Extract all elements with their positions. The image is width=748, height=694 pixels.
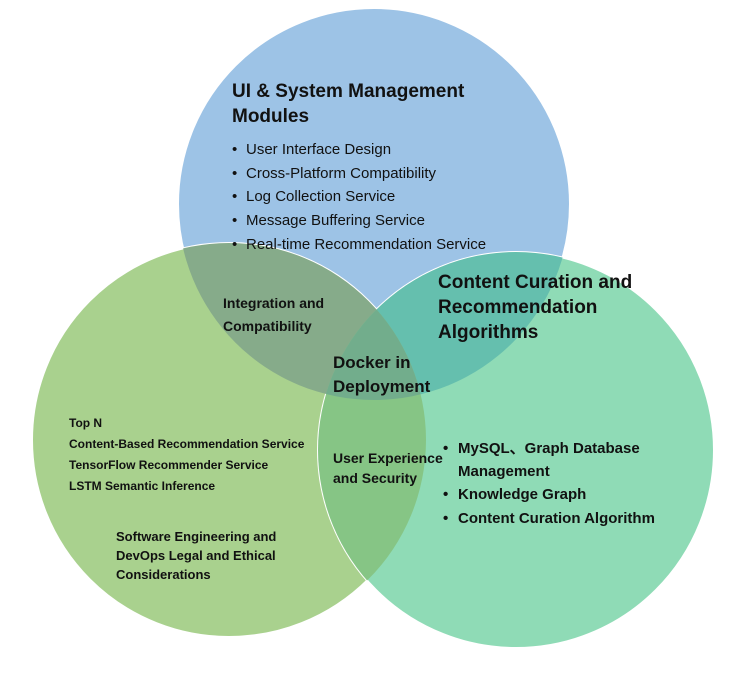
bullet-dot: • bbox=[443, 440, 448, 457]
top-left-line-1: Integration and bbox=[223, 295, 324, 311]
left-circle-footer: Software Engineering and DevOps Legal an… bbox=[116, 529, 280, 582]
left-right-line-2: and Security bbox=[333, 470, 417, 486]
right-title-line-3: Algorithms bbox=[438, 322, 538, 343]
overlap-top-left-label: Integration and Compatibility bbox=[223, 295, 328, 334]
top-item: Real-time Recommendation Service bbox=[246, 236, 486, 253]
top-circle-title: UI & System Management Modules bbox=[232, 81, 470, 127]
right-circle-title: Content Curation and Recommendation Algo… bbox=[438, 272, 637, 343]
top-item: Cross-Platform Compatibility bbox=[246, 165, 437, 182]
top-title-line-1: UI & System Management bbox=[232, 81, 465, 102]
bullet-dot: • bbox=[443, 486, 448, 503]
top-left-line-2: Compatibility bbox=[223, 318, 312, 334]
center-line-1: Docker in bbox=[333, 353, 410, 372]
top-item: User Interface Design bbox=[246, 141, 391, 158]
left-item: LSTM Semantic Inference bbox=[69, 479, 215, 493]
left-item: Content-Based Recommendation Service bbox=[69, 437, 305, 451]
left-item: TensorFlow Recommender Service bbox=[69, 458, 269, 472]
top-circle-list: • User Interface Design • Cross-Platform… bbox=[232, 141, 486, 253]
left-right-line-1: User Experience bbox=[333, 450, 443, 466]
overlap-top-left bbox=[178, 243, 426, 400]
right-item: MySQL、Graph Database bbox=[458, 440, 640, 457]
overlap-top-right bbox=[318, 252, 570, 400]
left-footer-line-1: Software Engineering and bbox=[116, 529, 276, 544]
left-circle-list: Top N Content-Based Recommendation Servi… bbox=[69, 416, 305, 493]
right-title-line-1: Content Curation and bbox=[438, 272, 632, 293]
center-label: Docker in Deployment bbox=[333, 353, 431, 396]
right-item-continued: Management bbox=[458, 463, 550, 480]
bullet-dot: • bbox=[232, 236, 237, 253]
right-circle-list: • MySQL、Graph Database Management • Know… bbox=[443, 440, 655, 527]
top-item: Message Buffering Service bbox=[246, 212, 425, 229]
right-item: Content Curation Algorithm bbox=[458, 510, 655, 527]
bullet-dot: • bbox=[232, 141, 237, 158]
top-item: Log Collection Service bbox=[246, 188, 395, 205]
left-footer-line-2: DevOps Legal and Ethical bbox=[116, 548, 276, 563]
top-title-line-2: Modules bbox=[232, 106, 309, 127]
bullet-dot: • bbox=[232, 212, 237, 229]
bullet-dot: • bbox=[232, 188, 237, 205]
center-line-2: Deployment bbox=[333, 377, 431, 396]
bullet-dot: • bbox=[443, 510, 448, 527]
overlap-left-right-label: User Experience and Security bbox=[333, 450, 447, 486]
right-item: Knowledge Graph bbox=[458, 486, 586, 503]
right-title-line-2: Recommendation bbox=[438, 297, 597, 318]
bullet-dot: • bbox=[232, 165, 237, 182]
left-item: Top N bbox=[69, 416, 102, 430]
left-footer-line-3: Considerations bbox=[116, 567, 211, 582]
